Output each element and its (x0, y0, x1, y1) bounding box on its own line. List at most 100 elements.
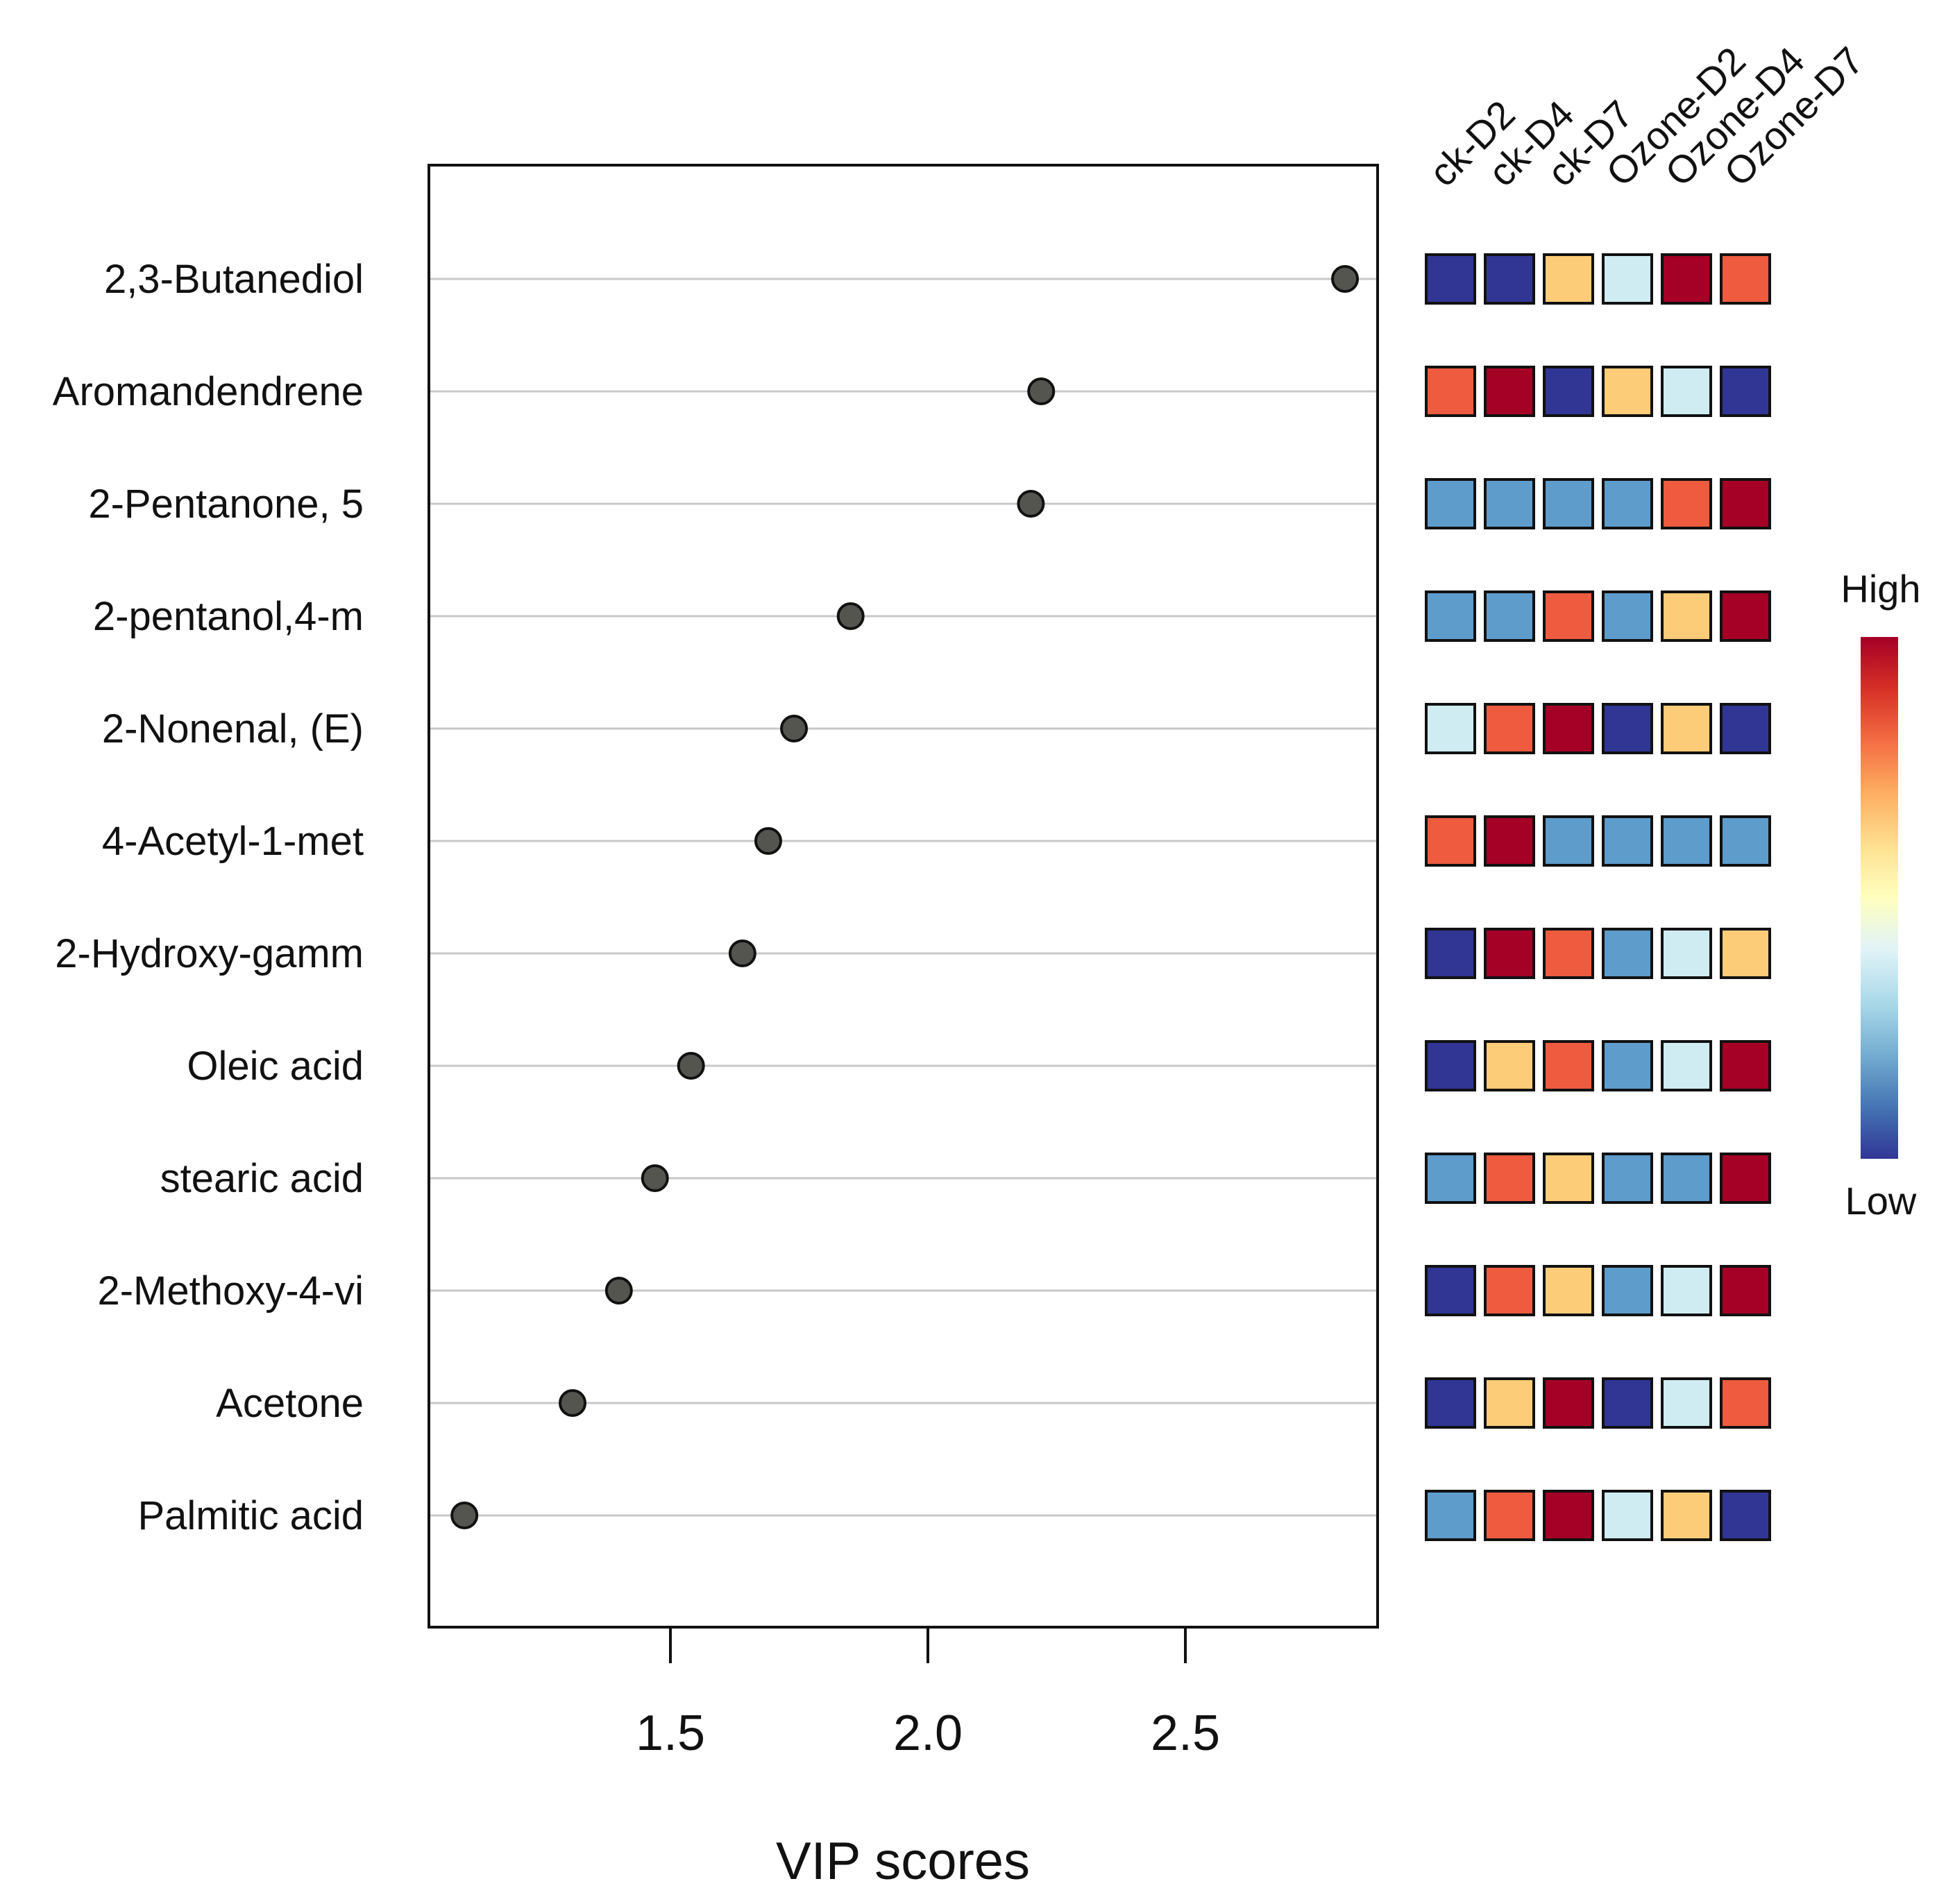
heatmap-cell (1602, 1040, 1653, 1091)
heatmap-cell (1720, 928, 1771, 979)
heatmap-cell (1602, 1377, 1653, 1429)
heatmap-cell (1425, 590, 1476, 642)
heatmap-cell (1720, 590, 1771, 642)
heatmap-cell (1425, 703, 1476, 754)
heatmap-cell (1484, 928, 1535, 979)
heatmap-cell (1543, 1265, 1594, 1316)
legend-low-label: Low (1845, 1179, 1917, 1223)
vip-point (677, 1052, 705, 1080)
heatmap-cell (1661, 703, 1712, 754)
heatmap (1425, 253, 1771, 1541)
heatmap-cell (1484, 1040, 1535, 1091)
heatmap-cell (1543, 928, 1594, 979)
x-tick-label: 1.5 (636, 1706, 705, 1761)
heatmap-cell (1484, 703, 1535, 754)
heatmap-cell (1484, 1265, 1535, 1316)
heatmap-cell (1425, 478, 1476, 529)
x-axis: 1.5 2.0 2.5 (636, 1627, 1220, 1761)
heatmap-cell (1425, 1040, 1476, 1091)
heatmap-cell (1425, 928, 1476, 979)
plot-frame (428, 164, 1379, 1629)
heatmap-cell (1661, 1490, 1712, 1541)
heatmap-cell (1543, 1490, 1594, 1541)
heatmap-cell (1484, 1490, 1535, 1541)
heatmap-cell (1484, 815, 1535, 867)
heatmap-cell (1661, 1265, 1712, 1316)
heatmap-cell (1602, 1153, 1653, 1204)
heatmap-cell (1661, 1040, 1712, 1091)
vip-point (1027, 377, 1056, 405)
vip-point (728, 940, 756, 967)
compound-label: 2,3-Butanediol (104, 257, 364, 302)
heatmap-cell (1720, 366, 1771, 417)
heatmap-cell (1425, 1265, 1476, 1316)
heatmap-cell (1543, 478, 1594, 529)
heatmap-cell (1602, 253, 1653, 305)
heatmap-cell (1720, 1040, 1771, 1091)
vip-points (450, 265, 1360, 1529)
vip-point (1017, 490, 1045, 518)
vip-point (754, 827, 782, 855)
heatmap-cell (1661, 1153, 1712, 1204)
heatmap-cell (1720, 1265, 1771, 1316)
heatmap-cell (1602, 590, 1653, 642)
legend-high-label: High (1841, 567, 1920, 611)
heatmap-cell (1720, 815, 1771, 867)
row-gridlines (429, 278, 1378, 1517)
heatmap-cell (1484, 590, 1535, 642)
heatmap-cell (1543, 703, 1594, 754)
heatmap-cell (1484, 478, 1535, 529)
heatmap-cell (1720, 1377, 1771, 1429)
compound-label: 2-Nonenal, (E) (102, 706, 364, 751)
compound-label: 2-Hydroxy-gamm (55, 931, 364, 976)
compound-label: Palmitic acid (137, 1493, 364, 1538)
heatmap-cell (1425, 1153, 1476, 1204)
vip-point (559, 1389, 587, 1417)
color-legend: High Low (1841, 567, 1920, 1223)
legend-colorbar (1861, 637, 1898, 1159)
vip-point (641, 1164, 669, 1192)
compound-label: stearic acid (160, 1156, 364, 1201)
heatmap-cell (1661, 253, 1712, 305)
heatmap-cell (1720, 1153, 1771, 1204)
compound-label: 2-pentanol,4-m (93, 594, 364, 639)
x-tick-label: 2.0 (893, 1706, 963, 1761)
heatmap-cell (1543, 253, 1594, 305)
heatmap-cell (1425, 253, 1476, 305)
compound-label: Aromandendrene (53, 369, 364, 414)
heatmap-cell (1602, 703, 1653, 754)
vip-point (780, 715, 809, 742)
heatmap-cell (1661, 1377, 1712, 1429)
heatmap-cell (1602, 478, 1653, 529)
compound-label: 4-Acetyl-1-met (102, 819, 364, 864)
vip-point (1331, 265, 1360, 293)
x-axis-label: VIP scores (776, 1832, 1030, 1891)
heatmap-cell (1602, 366, 1653, 417)
heatmap-cell (1484, 1377, 1535, 1429)
heatmap-cell (1602, 1265, 1653, 1316)
heatmap-cell (1661, 366, 1712, 417)
heatmap-cell (1602, 815, 1653, 867)
heatmap-cell (1484, 253, 1535, 305)
compound-labels: 2,3-Butanediol Aromandendrene 2-Pentanone,… (53, 257, 364, 1538)
heatmap-cell (1602, 1490, 1653, 1541)
vip-point (450, 1502, 479, 1529)
heatmap-cell (1543, 590, 1594, 642)
vip-point (604, 1277, 633, 1304)
heatmap-cell (1720, 478, 1771, 529)
heatmap-cell (1425, 1377, 1476, 1429)
heatmap-cell (1661, 478, 1712, 529)
x-tick-label: 2.5 (1151, 1706, 1220, 1761)
heatmap-cell (1720, 1490, 1771, 1541)
compound-label: 2-Methoxy-4-vi (97, 1268, 364, 1314)
compound-label: Oleic acid (187, 1044, 364, 1089)
compound-label: Acetone (216, 1381, 364, 1426)
heatmap-cell (1543, 1377, 1594, 1429)
heatmap-cell (1543, 366, 1594, 417)
heatmap-cell (1661, 928, 1712, 979)
heatmap-cell (1543, 1153, 1594, 1204)
compound-label: 2-Pentanone, 5 (88, 482, 364, 527)
heatmap-cell (1661, 590, 1712, 642)
heatmap-cell (1543, 1040, 1594, 1091)
